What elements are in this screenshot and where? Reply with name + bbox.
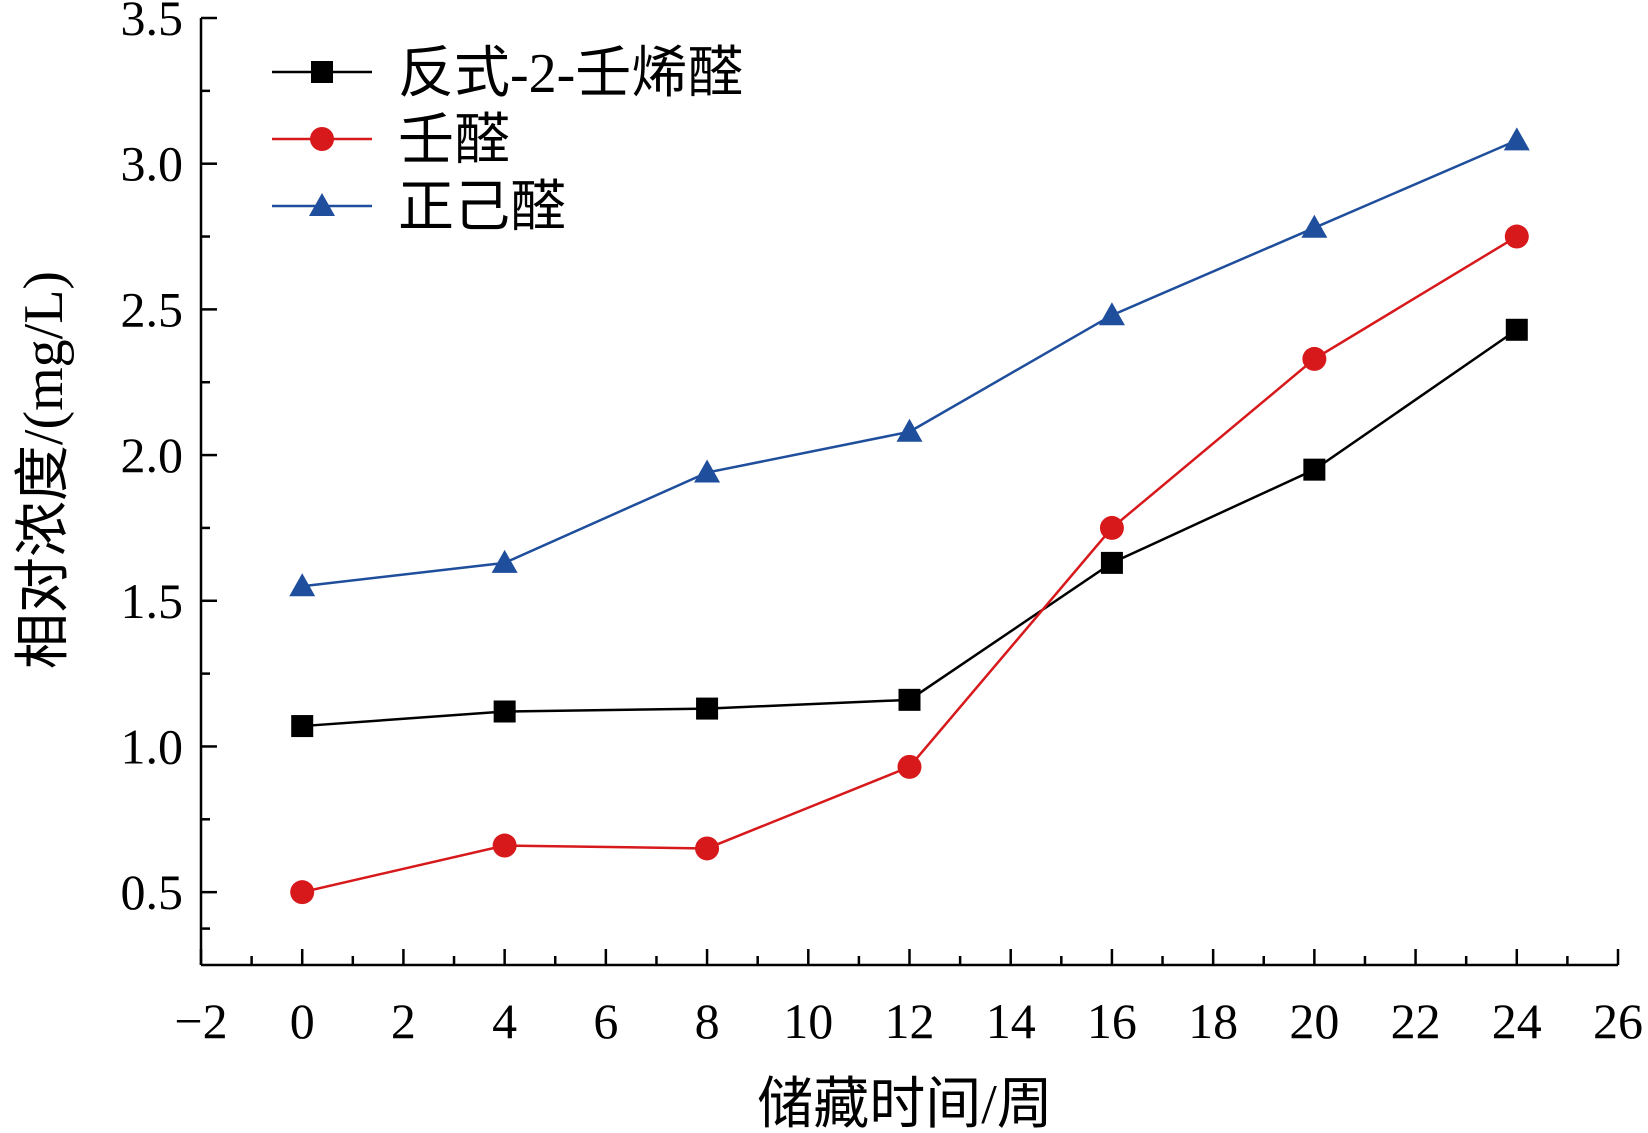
tick-labels: −2 0 2 4 6 8 10 12 14 16 18 20 22 24 260.51.01.52.02.5… [121,0,1644,1049]
series-1 [291,318,1528,738]
y-tick-label: 3.0 [121,136,184,192]
y-tick-label: 1.0 [121,718,184,774]
legend-label: 反式-2-壬烯醛 [398,43,743,105]
y-tick-label: 2.0 [121,427,184,483]
x-tick-label: 20 [1289,993,1339,1049]
y-tick-label: 0.5 [121,864,184,920]
data-point [896,418,923,442]
y-tick-label: 3.5 [121,0,184,46]
data-point [1099,515,1124,540]
data-point [1098,302,1125,326]
x-tick-label: 22 [1391,993,1441,1049]
legend-item: 正己醛 [272,177,566,239]
data-point [290,880,315,905]
data-point [695,836,720,861]
legend-marker [311,61,333,83]
data-point [1505,318,1528,341]
legend-item: 反式-2-壬烯醛 [272,43,743,105]
x-tick-label: 6 [593,993,618,1049]
legend-item: 壬醛 [272,110,510,172]
legend-marker [309,193,335,216]
x-tick-label: 14 [986,993,1036,1049]
x-tick-label: 2 [391,993,416,1049]
data-point [696,697,719,720]
x-axis-title: 储藏时间/周 [757,1074,1053,1133]
x-tick-label: 4 [492,993,517,1049]
data-point [897,754,922,779]
data-point [493,700,516,723]
x-tick-label: 8 [695,993,720,1049]
x-tick-label: 26 [1593,993,1643,1049]
data-point [491,549,518,573]
series-line [302,328,1518,728]
y-tick-label: 1.5 [121,573,184,629]
x-tick-label: −2 [174,993,227,1049]
legend-marker [310,127,334,151]
legend-label: 壬醛 [398,110,510,172]
data-point [898,688,921,711]
data-point [1301,214,1328,238]
data-point [1503,127,1530,151]
series-2 [290,224,1529,905]
x-tick-label: 0 [290,993,315,1049]
x-tick-label: 12 [885,993,935,1049]
ticks [199,16,1620,965]
data-point [1303,458,1326,481]
data-point [1504,224,1529,249]
y-axis-title: 相对浓度/(mg/L) [13,271,75,669]
series-3 [289,127,1530,597]
data-point [694,459,721,483]
y-tick-label: 2.5 [121,281,184,337]
x-tick-label: 16 [1087,993,1137,1049]
data-point [291,715,314,738]
data-point [492,833,517,858]
x-tick-label: 24 [1492,993,1542,1049]
series-layer [289,127,1530,905]
x-tick-label: 18 [1188,993,1238,1049]
data-point [1100,551,1123,574]
x-tick-label: 10 [783,993,833,1049]
data-point [289,573,316,597]
data-point [1302,346,1327,371]
legend-label: 正己醛 [398,177,566,239]
